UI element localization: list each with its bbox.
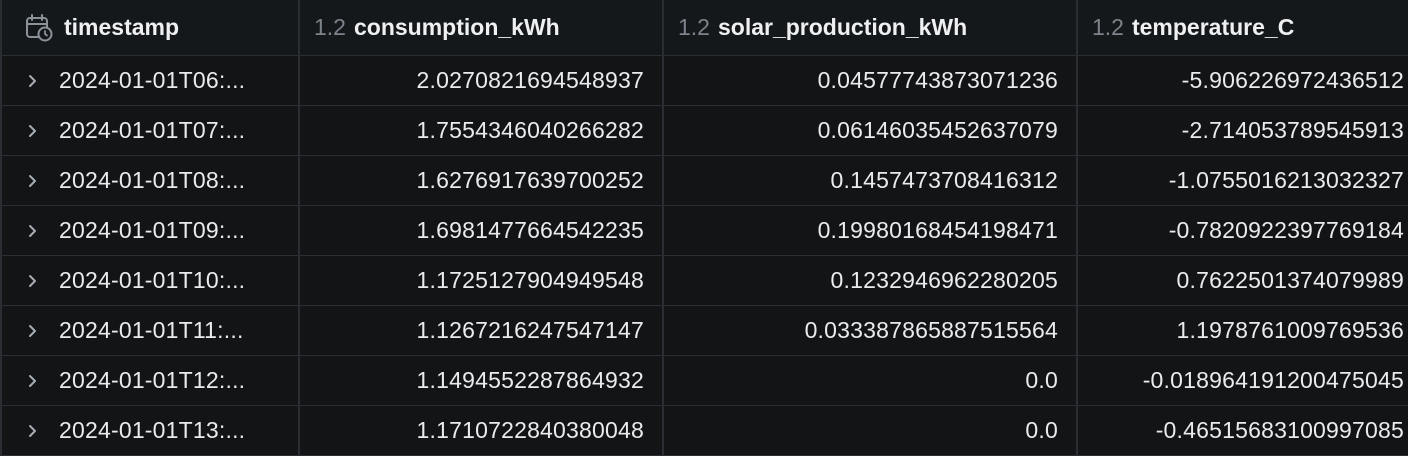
solar-production-cell[interactable]: 0.0: [664, 356, 1078, 405]
column-name: solar_production_kWh: [717, 14, 968, 40]
temperature-value: -1.0755016213032327: [1168, 167, 1404, 193]
timestamp-value: 2024-01-01T07:...: [59, 117, 246, 143]
solar-production-cell[interactable]: 0.0: [664, 406, 1078, 455]
temperature-value: -2.714053789545913: [1181, 117, 1404, 143]
consumption-cell[interactable]: 1.1494552287864932: [300, 356, 664, 405]
timestamp-cell[interactable]: 2024-01-01T11:...: [2, 306, 300, 355]
solar-production-value: 0.04577743873071236: [817, 67, 1058, 93]
timestamp-cell[interactable]: 2024-01-01T06:...: [2, 56, 300, 105]
timestamp-cell[interactable]: 2024-01-01T10:...: [2, 256, 300, 305]
column-header-temperature[interactable]: 1.2 temperature_C: [1078, 0, 1408, 55]
consumption-value: 2.0270821694548937: [416, 67, 644, 93]
solar-production-value: 0.19980168454198471: [817, 217, 1058, 243]
temperature-cell[interactable]: 1.1978761009769536: [1078, 306, 1408, 355]
table-body: 2024-01-01T06:... 2.0270821694548937 0.045…: [2, 56, 1408, 456]
solar-production-value: 0.0: [1025, 417, 1058, 443]
calendar-clock-icon: [26, 13, 53, 41]
float-type-icon: 1.2: [678, 14, 710, 40]
chevron-right-icon[interactable]: [26, 324, 40, 338]
timestamp-value: 2024-01-01T09:...: [59, 217, 246, 243]
temperature-value: -0.018964191200475045: [1142, 367, 1404, 393]
timestamp-cell[interactable]: 2024-01-01T12:...: [2, 356, 300, 405]
temperature-cell[interactable]: -1.0755016213032327: [1078, 156, 1408, 205]
timestamp-cell[interactable]: 2024-01-01T07:...: [2, 106, 300, 155]
temperature-cell[interactable]: -5.906226972436512: [1078, 56, 1408, 105]
column-header-solar-production[interactable]: 1.2 solar_production_kWh: [664, 0, 1078, 55]
chevron-right-icon[interactable]: [26, 124, 40, 138]
consumption-value: 1.6276917639700252: [416, 167, 644, 193]
consumption-cell[interactable]: 1.7554346040266282: [300, 106, 664, 155]
timestamp-cell[interactable]: 2024-01-01T09:...: [2, 206, 300, 255]
temperature-value: -5.906226972436512: [1181, 67, 1404, 93]
float-type-icon: 1.2: [1092, 14, 1124, 40]
timestamp-value: 2024-01-01T11:...: [59, 317, 244, 343]
header-row: timestamp 1.2 consumption_kWh 1.2 solar_…: [2, 0, 1408, 56]
solar-production-value: 0.1232946962280205: [830, 267, 1058, 293]
timestamp-value: 2024-01-01T08:...: [59, 167, 246, 193]
solar-production-cell[interactable]: 0.033387865887515564: [664, 306, 1078, 355]
table-row[interactable]: 2024-01-01T12:... 1.1494552287864932 0.0 -0…: [2, 356, 1408, 406]
temperature-cell[interactable]: 0.7622501374079989: [1078, 256, 1408, 305]
temperature-value: 0.7622501374079989: [1176, 267, 1404, 293]
solar-production-value: 0.1457473708416312: [830, 167, 1058, 193]
table-row[interactable]: 2024-01-01T08:... 1.6276917639700252 0.145…: [2, 156, 1408, 206]
timestamp-value: 2024-01-01T10:...: [59, 267, 246, 293]
timestamp-value: 2024-01-01T12:...: [59, 367, 246, 393]
solar-production-value: 0.033387865887515564: [804, 317, 1058, 343]
table-row[interactable]: 2024-01-01T13:... 1.1710722840380048 0.0 -0…: [2, 406, 1408, 456]
consumption-value: 1.1494552287864932: [416, 367, 644, 393]
timestamp-cell[interactable]: 2024-01-01T13:...: [2, 406, 300, 455]
temperature-value: 1.1978761009769536: [1176, 317, 1404, 343]
consumption-value: 1.7554346040266282: [416, 117, 644, 143]
temperature-cell[interactable]: -0.7820922397769184: [1078, 206, 1408, 255]
float-type-icon: 1.2: [314, 14, 346, 40]
consumption-cell[interactable]: 1.1725127904949548: [300, 256, 664, 305]
timestamp-value: 2024-01-01T06:...: [59, 67, 246, 93]
column-name: temperature_C: [1131, 14, 1295, 40]
column-name: consumption_kWh: [353, 14, 560, 40]
consumption-cell[interactable]: 1.1710722840380048: [300, 406, 664, 455]
consumption-cell[interactable]: 1.1267216247547147: [300, 306, 664, 355]
temperature-cell[interactable]: -0.018964191200475045: [1078, 356, 1408, 405]
table-row[interactable]: 2024-01-01T06:... 2.0270821694548937 0.045…: [2, 56, 1408, 106]
consumption-value: 1.6981477664542235: [416, 217, 644, 243]
solar-production-cell[interactable]: 0.1232946962280205: [664, 256, 1078, 305]
solar-production-value: 0.06146035452637079: [817, 117, 1058, 143]
chevron-right-icon[interactable]: [26, 374, 40, 388]
solar-production-cell[interactable]: 0.04577743873071236: [664, 56, 1078, 105]
table-row[interactable]: 2024-01-01T07:... 1.7554346040266282 0.061…: [2, 106, 1408, 156]
temperature-value: -0.46515683100997085: [1155, 417, 1404, 443]
table-row[interactable]: 2024-01-01T11:... 1.1267216247547147 0.033…: [2, 306, 1408, 356]
consumption-cell[interactable]: 1.6981477664542235: [300, 206, 664, 255]
consumption-value: 1.1725127904949548: [416, 267, 644, 293]
temperature-value: -0.7820922397769184: [1168, 217, 1404, 243]
chevron-right-icon[interactable]: [26, 274, 40, 288]
table-row[interactable]: 2024-01-01T09:... 1.6981477664542235 0.199…: [2, 206, 1408, 256]
timestamp-value: 2024-01-01T13:...: [59, 417, 246, 443]
column-header-timestamp[interactable]: timestamp: [2, 0, 300, 55]
column-name: timestamp: [64, 14, 180, 40]
temperature-cell[interactable]: -0.46515683100997085: [1078, 406, 1408, 455]
chevron-right-icon[interactable]: [26, 424, 40, 438]
consumption-cell[interactable]: 1.6276917639700252: [300, 156, 664, 205]
consumption-cell[interactable]: 2.0270821694548937: [300, 56, 664, 105]
consumption-value: 1.1710722840380048: [416, 417, 644, 443]
solar-production-cell[interactable]: 0.1457473708416312: [664, 156, 1078, 205]
timestamp-cell[interactable]: 2024-01-01T08:...: [2, 156, 300, 205]
column-header-consumption[interactable]: 1.2 consumption_kWh: [300, 0, 664, 55]
solar-production-value: 0.0: [1025, 367, 1058, 393]
chevron-right-icon[interactable]: [26, 74, 40, 88]
solar-production-cell[interactable]: 0.06146035452637079: [664, 106, 1078, 155]
temperature-cell[interactable]: -2.714053789545913: [1078, 106, 1408, 155]
chevron-right-icon[interactable]: [26, 174, 40, 188]
consumption-value: 1.1267216247547147: [416, 317, 644, 343]
solar-production-cell[interactable]: 0.19980168454198471: [664, 206, 1078, 255]
table-row[interactable]: 2024-01-01T10:... 1.1725127904949548 0.123…: [2, 256, 1408, 306]
chevron-right-icon[interactable]: [26, 224, 40, 238]
